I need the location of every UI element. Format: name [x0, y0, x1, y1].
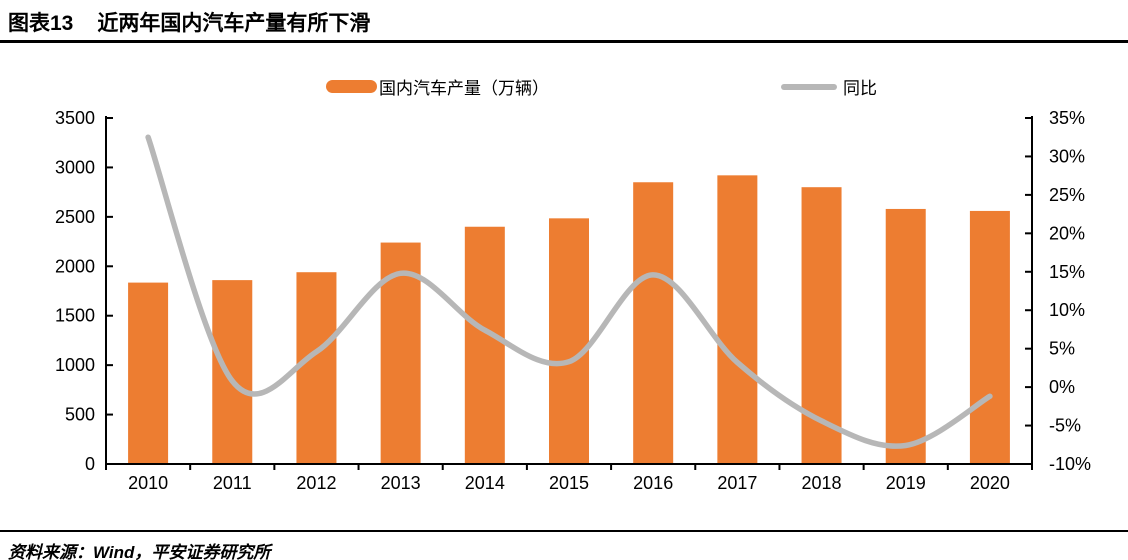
chart-title-bar: 图表13 近两年国内汽车产量有所下滑 [0, 0, 1128, 43]
left-axis-label: 1500 [55, 306, 95, 326]
chart-canvas: 0 500 1000 1500 2000 2500 3000 3500 -10% -5% 0% 5% 1… [55, 108, 1091, 493]
bar-2010 [128, 282, 169, 464]
bar-series-swatch [326, 80, 377, 93]
source-note: 资料来源：Wind，平安证券研究所 [0, 530, 1128, 560]
page-title: 近两年国内汽车产量有所下滑 [97, 12, 371, 35]
bar-2015 [549, 218, 589, 464]
legend-label-production: 国内汽车产量（万辆） [379, 79, 549, 98]
x-axis-label: 2019 [886, 473, 926, 493]
left-axis-label: 2500 [55, 207, 95, 227]
right-axis-label: -10% [1049, 454, 1091, 474]
bar-2019 [885, 208, 926, 464]
line-series-swatch [781, 83, 837, 90]
x-axis-label: 2016 [633, 473, 673, 493]
x-axis-label: 2017 [717, 473, 757, 493]
right-axis-label: 5% [1049, 339, 1075, 359]
bar-2016 [633, 182, 674, 464]
right-axis-label: 15% [1049, 262, 1085, 282]
bar-2017 [717, 175, 758, 464]
left-axis-label: 2000 [55, 256, 95, 276]
left-axis-label: 1000 [55, 355, 95, 375]
left-axis-label: 3500 [55, 108, 95, 128]
bar-2020 [969, 210, 1010, 464]
legend-item-production: 国内汽车产量（万辆） [326, 74, 549, 99]
right-axis-label: -5% [1049, 416, 1081, 436]
legend-label-yoy: 同比 [843, 79, 877, 98]
bar-2012 [296, 272, 337, 464]
figure-number: 图表13 [8, 12, 74, 35]
x-axis-label: 2011 [213, 473, 252, 493]
right-axis-label: 0% [1049, 377, 1075, 397]
bar-2011 [212, 280, 253, 464]
legend-item-yoy: 同比 [781, 74, 877, 99]
right-axis-label: 25% [1049, 185, 1085, 205]
x-axis-label: 2015 [549, 473, 589, 493]
x-axis-label: 2014 [465, 473, 505, 493]
right-axis-label: 20% [1049, 223, 1085, 243]
x-axis-label: 2012 [296, 473, 336, 493]
right-axis-label: 35% [1049, 108, 1085, 128]
x-axis-label: 2013 [381, 473, 421, 493]
yoy-line [145, 134, 993, 449]
left-axis-label: 3000 [55, 157, 95, 177]
right-axis-label: 10% [1049, 300, 1085, 320]
x-axis-label: 2020 [970, 473, 1010, 493]
x-axis-label: 2010 [128, 473, 168, 493]
right-axis-label: 30% [1049, 146, 1085, 166]
left-axis-label: 500 [65, 405, 95, 425]
bar-2014 [464, 226, 505, 464]
left-axis-label: 0 [85, 454, 95, 474]
x-axis-label: 2018 [802, 473, 842, 493]
